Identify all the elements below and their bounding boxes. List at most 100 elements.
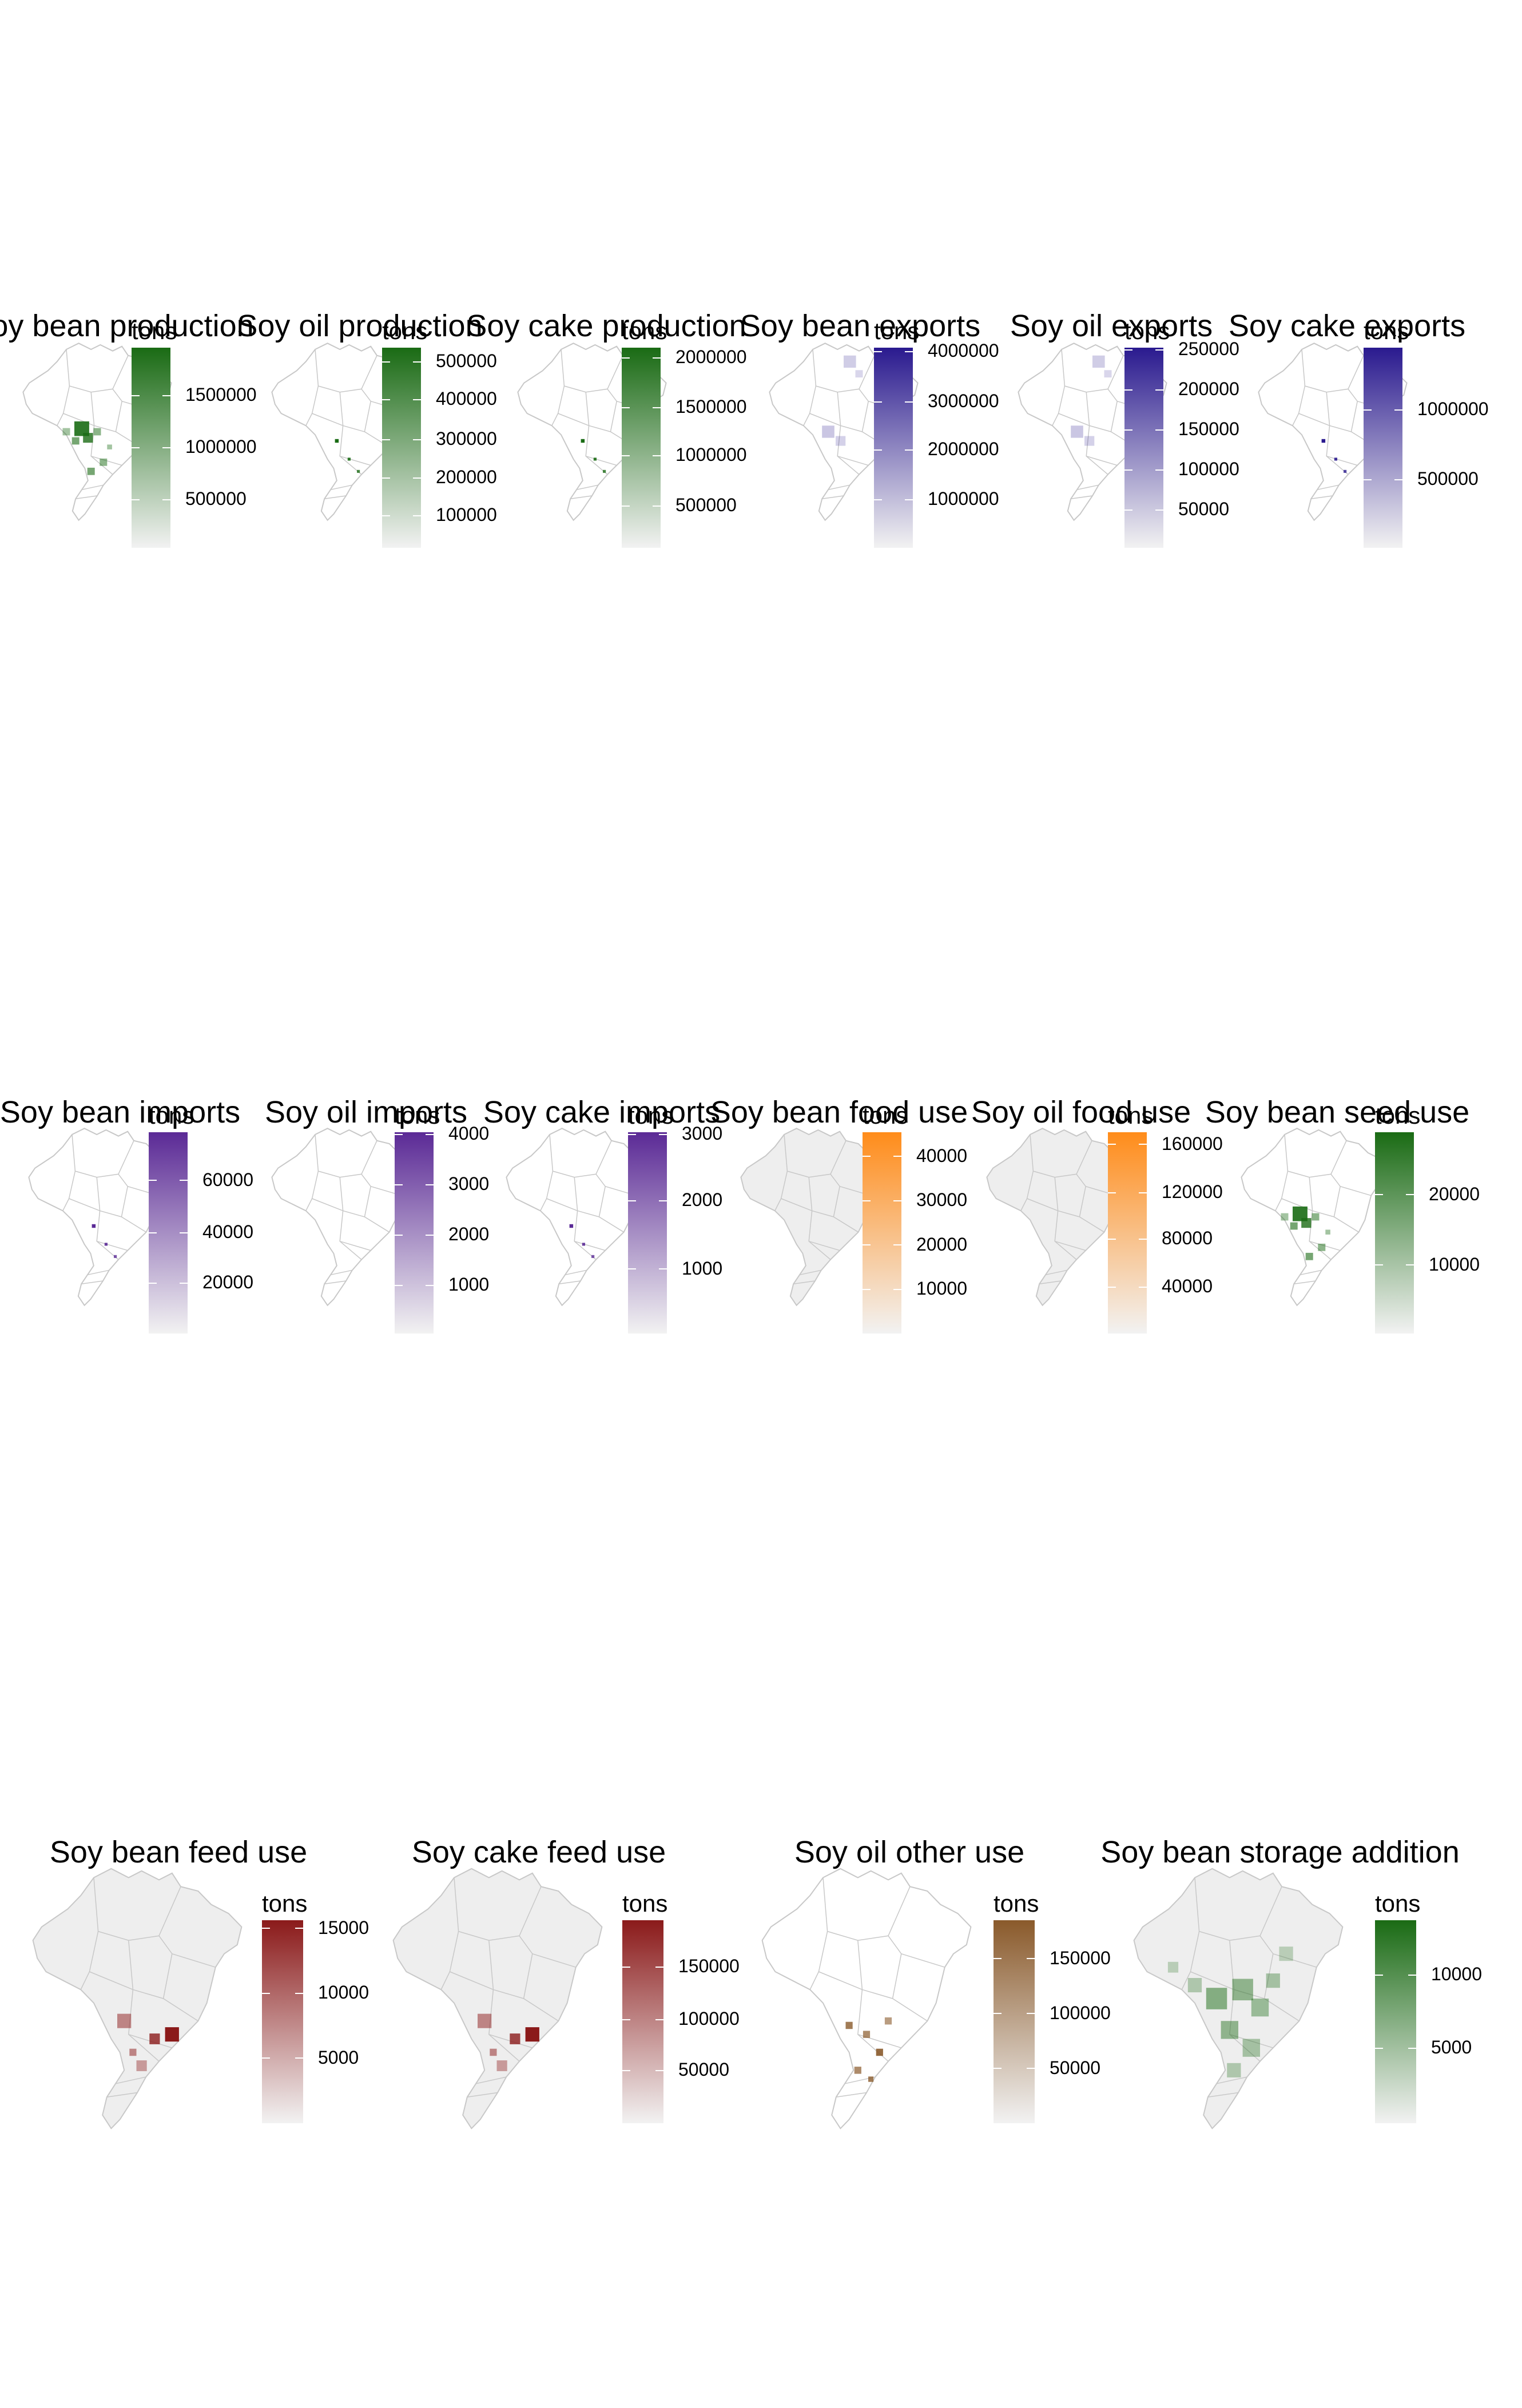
legend-tick-mark bbox=[1124, 389, 1132, 391]
state-border bbox=[1284, 1134, 1347, 1178]
state-border bbox=[519, 1935, 533, 1955]
legend-tick-mark bbox=[1108, 1238, 1116, 1240]
region-value-cell bbox=[603, 469, 606, 473]
legend-tick-mark bbox=[622, 407, 630, 408]
legend-colorbar bbox=[622, 348, 661, 548]
state-border bbox=[324, 1280, 347, 1285]
legend-tick-mark bbox=[262, 1992, 271, 1994]
state-border bbox=[1259, 1935, 1274, 1955]
legend-tick-mark bbox=[659, 1200, 667, 1201]
state-border bbox=[339, 1240, 371, 1251]
legend-tick-mark bbox=[426, 1284, 434, 1286]
legend-tick-mark bbox=[180, 1232, 188, 1233]
region-value-cell bbox=[1266, 1973, 1280, 1988]
state-border bbox=[330, 484, 352, 491]
legend-colorbar bbox=[622, 1920, 663, 2123]
region-value-cell bbox=[845, 2021, 853, 2029]
region-value-cell bbox=[854, 2067, 861, 2074]
legend-tick-mark bbox=[395, 1284, 403, 1286]
legend-tick-mark bbox=[1155, 349, 1163, 351]
state-border bbox=[1330, 1173, 1341, 1187]
brazil-map bbox=[506, 1128, 655, 1307]
state-border bbox=[330, 1269, 352, 1276]
state-border bbox=[93, 1877, 181, 1941]
legend-tick-mark bbox=[382, 439, 390, 440]
state-border bbox=[81, 1280, 104, 1285]
region-value-cell bbox=[496, 2060, 507, 2071]
legend-tick-mark bbox=[162, 447, 170, 448]
region-value-cell bbox=[884, 2017, 892, 2025]
state-border bbox=[585, 425, 608, 475]
legend-tick-mark bbox=[893, 1156, 901, 1157]
legend-title: tons bbox=[874, 317, 920, 344]
state-border bbox=[1207, 2092, 1239, 2098]
legend-tick-mark bbox=[659, 1133, 667, 1135]
legend-tick-label: 150000 bbox=[678, 1956, 740, 1977]
region-value-cell bbox=[868, 2076, 874, 2082]
state-border bbox=[585, 455, 617, 466]
state-border bbox=[87, 1269, 109, 1276]
region-value-cell bbox=[1334, 457, 1337, 461]
legend-colorbar bbox=[1375, 1132, 1414, 1334]
region-value-cell bbox=[62, 428, 70, 436]
panel-title: Soy cake feed use bbox=[411, 1835, 666, 1869]
legend-tick-label: 3000 bbox=[448, 1173, 490, 1194]
legend-tick-mark bbox=[874, 351, 882, 352]
legend-tick-label: 4000000 bbox=[928, 340, 999, 361]
legend-colorbar bbox=[628, 1132, 667, 1334]
legend-tick-label: 1500000 bbox=[185, 384, 257, 405]
region-value-cell bbox=[876, 2048, 883, 2056]
legend-colorbar bbox=[1108, 1132, 1147, 1334]
legend-colorbar bbox=[262, 1920, 303, 2123]
state-border bbox=[118, 1173, 128, 1187]
legend-tick-mark bbox=[1375, 2047, 1384, 2049]
legend-tick-mark bbox=[893, 1244, 901, 1246]
legend-tick-mark bbox=[132, 499, 140, 500]
region-value-cell bbox=[478, 2013, 492, 2028]
legend-tick-mark bbox=[149, 1232, 157, 1233]
region-value-cell bbox=[129, 2048, 137, 2056]
state-border bbox=[467, 2092, 498, 2098]
legend-tick-mark bbox=[382, 477, 390, 479]
legend-tick-mark bbox=[395, 1234, 403, 1236]
legend-tick-mark bbox=[905, 351, 913, 352]
legend-tick-label: 80000 bbox=[1162, 1227, 1213, 1248]
legend-tick-mark bbox=[874, 499, 882, 500]
state-border bbox=[1054, 1211, 1077, 1260]
region-value-cell bbox=[863, 2031, 871, 2038]
legend-tick-mark bbox=[994, 2013, 1002, 2015]
state-border bbox=[830, 1173, 840, 1187]
state-border bbox=[574, 1177, 624, 1233]
state-border bbox=[799, 1269, 821, 1276]
legend-tick-mark bbox=[132, 395, 140, 396]
panel-title: Soy oil production bbox=[237, 309, 483, 343]
region-value-cell bbox=[1321, 439, 1326, 443]
region-value-cell bbox=[855, 370, 863, 378]
state-border bbox=[859, 388, 869, 402]
brazil-map bbox=[32, 1868, 243, 2130]
region-value-cell bbox=[1221, 2021, 1238, 2039]
state-border bbox=[1071, 495, 1093, 500]
brazil-map bbox=[28, 1128, 178, 1307]
legend-tick-mark bbox=[1375, 1974, 1384, 1976]
region-value-cell bbox=[581, 439, 585, 443]
region-value-cell bbox=[591, 1255, 595, 1258]
legend-tick-label: 40000 bbox=[202, 1221, 253, 1243]
legend-tick-mark bbox=[426, 1133, 434, 1135]
state-border bbox=[1309, 1177, 1359, 1233]
state-border bbox=[361, 388, 371, 402]
legend-tick-label: 15000 bbox=[318, 1917, 369, 1938]
state-border bbox=[1107, 388, 1118, 402]
legend-tick-mark bbox=[382, 515, 390, 516]
legend-tick-mark bbox=[628, 1200, 636, 1201]
state-border bbox=[1020, 1198, 1028, 1211]
panel-title: Soy bean production bbox=[0, 309, 254, 343]
legend-title: tons bbox=[628, 1102, 674, 1129]
panel-title: Soy cake exports bbox=[1228, 309, 1466, 343]
state-border bbox=[1086, 425, 1108, 475]
state-border bbox=[1039, 1280, 1062, 1285]
state-border bbox=[440, 1971, 451, 1990]
legend-tick-mark bbox=[162, 395, 170, 396]
legend-tick-mark bbox=[1026, 2013, 1035, 2015]
legend-tick-mark bbox=[162, 499, 170, 500]
